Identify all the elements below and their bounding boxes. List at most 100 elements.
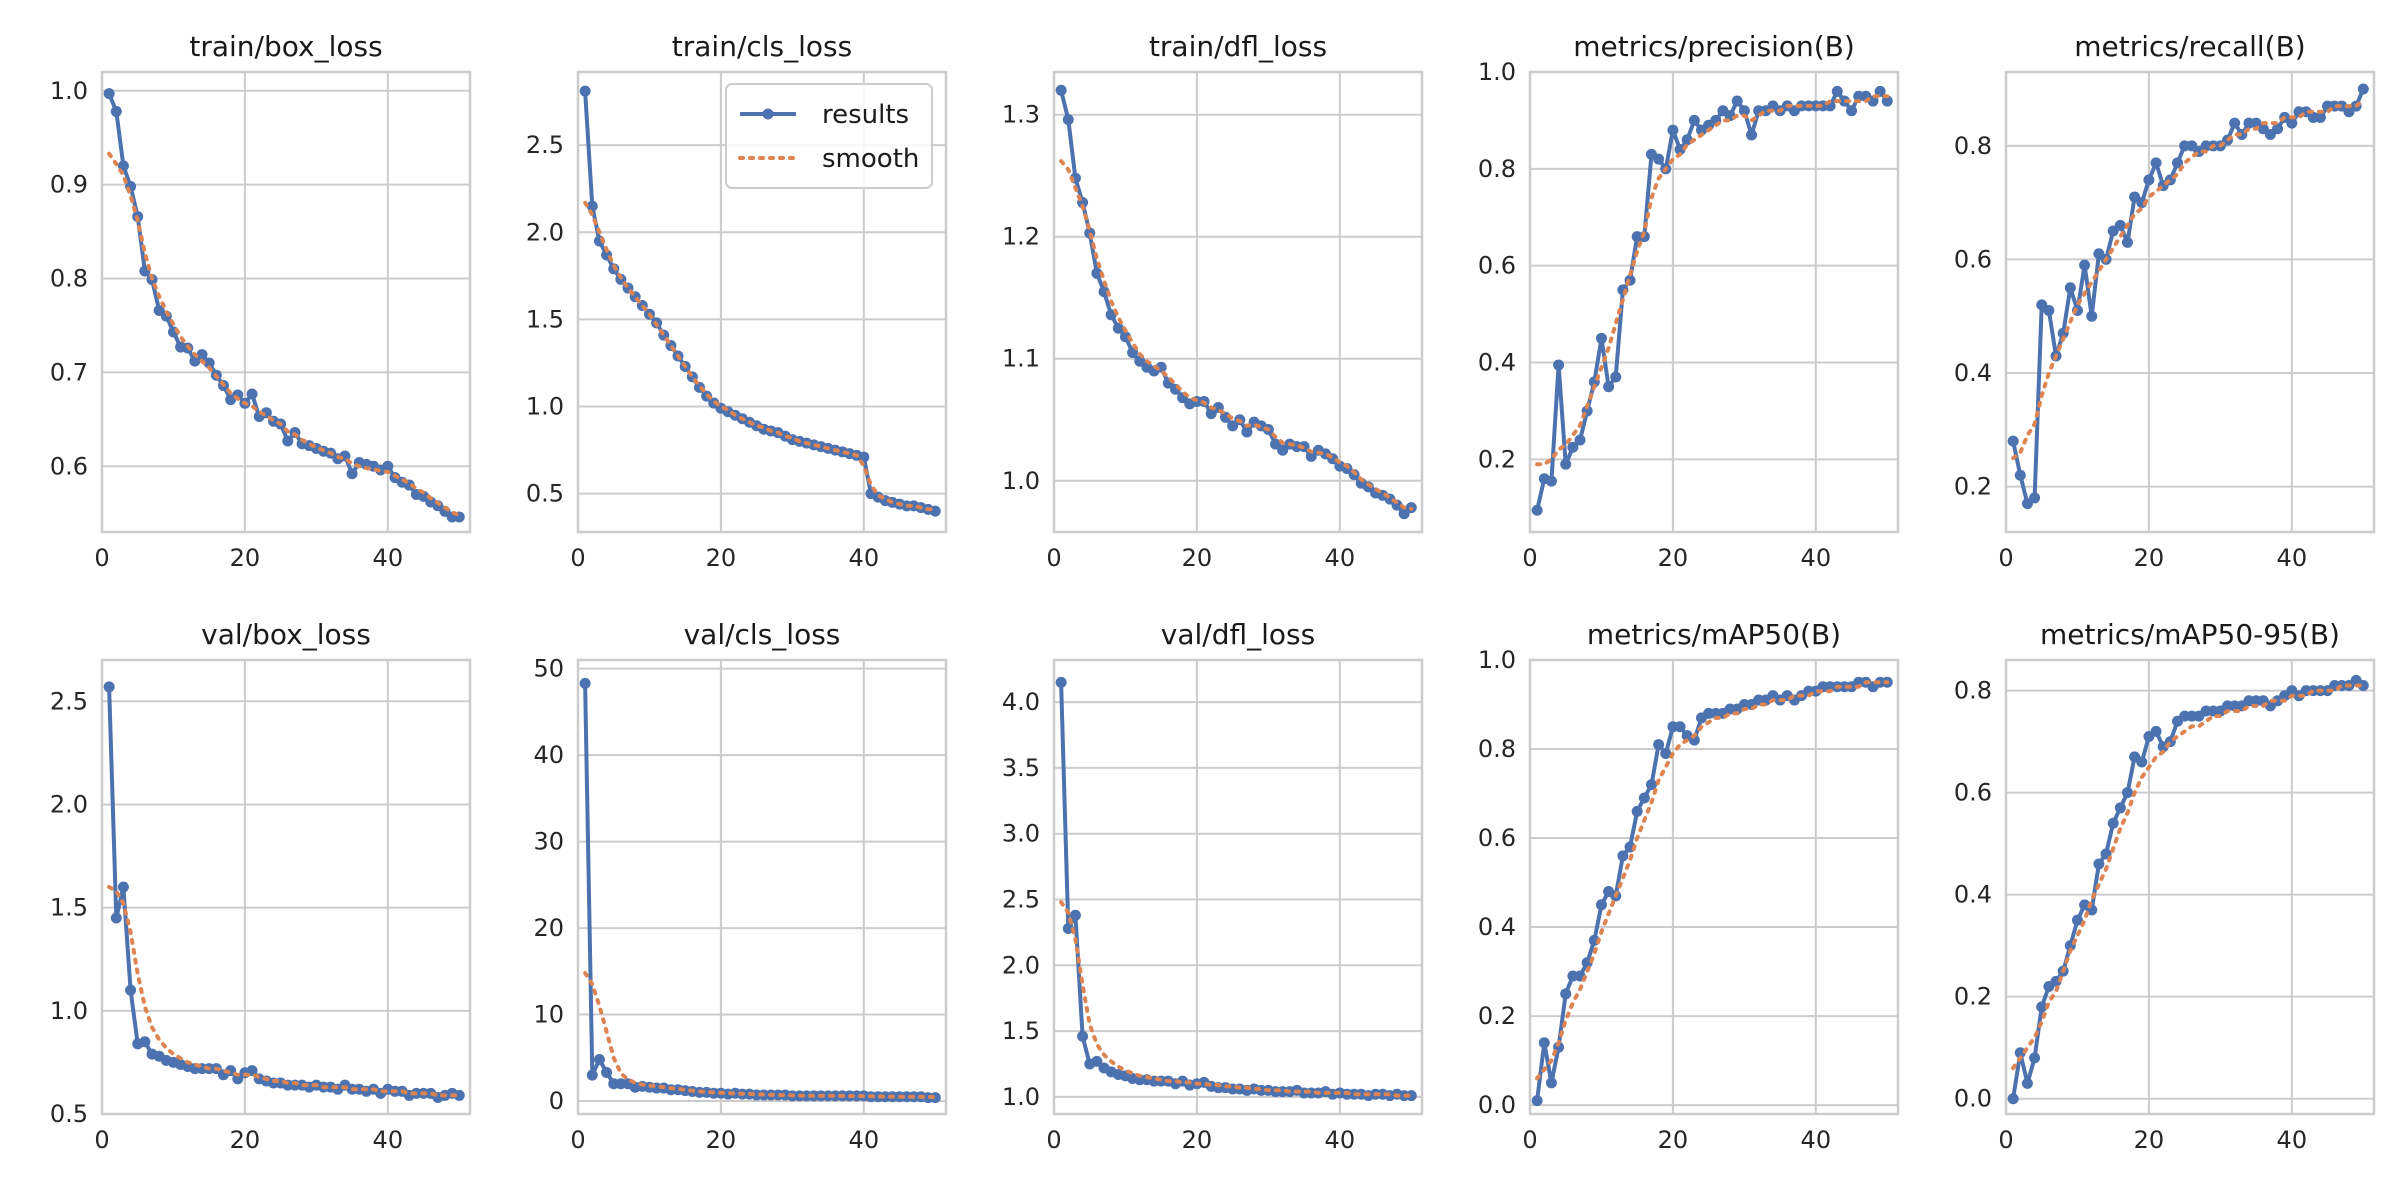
panel-train-dfl-loss: train/dfl_loss 0 20 40 1.0 1.1 1.2 1.3 (1002, 30, 1424, 572)
panel-train-cls-loss: train/cls_loss 0 20 40 0.5 1.0 1.5 2.0 2.5 result… (526, 30, 948, 572)
panel-val-dfl-loss: val/dfl_loss 0 20 40 1.0 1.5 2.0 2.5 3.0 3.5 4.0 (1002, 618, 1424, 1154)
results-point (1119, 331, 1131, 343)
results-point (117, 881, 129, 893)
y-tick-label: 40 (533, 741, 564, 769)
y-tick-label: 30 (533, 828, 564, 856)
y-tick-label: 0.4 (1478, 349, 1516, 377)
y-tick-label: 3.5 (1002, 754, 1040, 782)
y-tick-label: 50 (533, 655, 564, 683)
y-tick-label: 0.6 (1954, 779, 1992, 807)
y-tick-label: 10 (533, 1001, 564, 1029)
results-point (2064, 282, 2076, 294)
results-point (2093, 858, 2105, 870)
results-point (2286, 117, 2298, 129)
smooth-series-line (583, 971, 938, 1100)
plot-frame (100, 70, 472, 534)
smooth-series-line (1535, 94, 1890, 467)
y-tick-label: 0.9 (50, 171, 88, 199)
results-point (2021, 1077, 2033, 1089)
x-tick-label: 0 (94, 1126, 109, 1154)
results-point (1545, 1077, 1557, 1089)
panel-title: metrics/mAP50(B) (1587, 618, 1841, 651)
results-point (2036, 1001, 2048, 1013)
x-tick-label: 40 (373, 544, 404, 572)
y-tick-label: 1.5 (1002, 1017, 1040, 1045)
y-tick-label: 0.2 (1954, 983, 1992, 1011)
results-point (2086, 310, 2098, 322)
results-point (2014, 1047, 2026, 1059)
results-point (1674, 721, 1686, 733)
y-tick-label: 20 (533, 914, 564, 942)
results-point (1846, 105, 1858, 117)
results-point (1305, 450, 1317, 462)
y-tick-label: 0.6 (1478, 824, 1516, 852)
x-tick-label: 40 (373, 1126, 404, 1154)
y-tick-label: 0.8 (1954, 677, 1992, 705)
panel-val-box-loss: val/box_loss 0 20 40 0.5 1.0 1.5 2.0 2.5 (50, 618, 472, 1154)
legend-smooth-label: smooth (822, 144, 919, 174)
results-point (203, 357, 215, 369)
results-point (1874, 85, 1886, 97)
y-tick-label: 0.0 (1954, 1085, 1992, 1113)
results-point (125, 984, 137, 996)
x-tick-label: 20 (2134, 544, 2165, 572)
results-point (382, 460, 394, 472)
results-point (2029, 492, 2041, 504)
results-point (1574, 434, 1586, 446)
y-tick-label: 3.0 (1002, 820, 1040, 848)
results-point (2029, 1052, 2041, 1064)
results-point (2071, 914, 2083, 926)
panel-title: val/cls_loss (684, 618, 841, 651)
y-tick-label: 1.2 (1002, 223, 1040, 251)
y-tick-label: 0.2 (1478, 1002, 1516, 1030)
legend: results smooth (725, 83, 933, 189)
y-tick-label: 2.0 (526, 218, 564, 246)
panel-title: metrics/recall(B) (2074, 30, 2305, 63)
results-point (2150, 157, 2162, 169)
x-tick-label: 20 (1182, 544, 1213, 572)
results-point (2357, 680, 2369, 692)
results-point (1405, 1090, 1417, 1102)
results-point (2114, 802, 2126, 814)
x-tick-label: 40 (1325, 544, 1356, 572)
y-tick-label: 1.0 (1478, 58, 1516, 86)
x-tick-label: 40 (849, 1126, 880, 1154)
smooth-series-line (1059, 159, 1414, 511)
plot-frame (1528, 70, 1900, 534)
x-tick-label: 0 (1998, 544, 2013, 572)
y-tick-label: 0.7 (50, 358, 88, 386)
results-point (929, 505, 941, 517)
results-point (2229, 117, 2241, 129)
x-tick-label: 20 (2134, 1126, 2165, 1154)
results-point (1560, 988, 1572, 1000)
results-point (1055, 676, 1067, 688)
y-tick-label: 0.6 (50, 452, 88, 480)
smooth-series-line (107, 151, 462, 518)
panel-train-box-loss: train/box_loss 0 20 40 0.6 0.7 0.8 0.9 1.0 (50, 30, 472, 572)
results-point (1610, 371, 1622, 383)
x-tick-label: 40 (2277, 1126, 2308, 1154)
results-point (1277, 444, 1289, 456)
results-point (1062, 922, 1074, 934)
results-point (2314, 111, 2326, 123)
smooth-series-line (2011, 98, 2366, 461)
legend-results-label: results (822, 100, 909, 130)
y-tick-label: 0.8 (1954, 132, 1992, 160)
y-tick-label: 1.3 (1002, 101, 1040, 129)
y-tick-label: 0.8 (1478, 155, 1516, 183)
results-point (1738, 105, 1750, 117)
legend-results-marker (762, 108, 774, 120)
results-point (593, 1054, 605, 1066)
x-tick-label: 0 (570, 544, 585, 572)
results-point (110, 912, 122, 924)
y-tick-label: 0.4 (1478, 913, 1516, 941)
panel-title: train/dfl_loss (1149, 30, 1327, 63)
results-point (601, 1066, 613, 1078)
x-tick-label: 0 (1522, 1126, 1537, 1154)
results-point (1653, 153, 1665, 165)
results-point (1674, 143, 1686, 155)
results-point (1055, 84, 1067, 96)
results-point (2121, 236, 2133, 248)
results-point (1746, 129, 1758, 141)
